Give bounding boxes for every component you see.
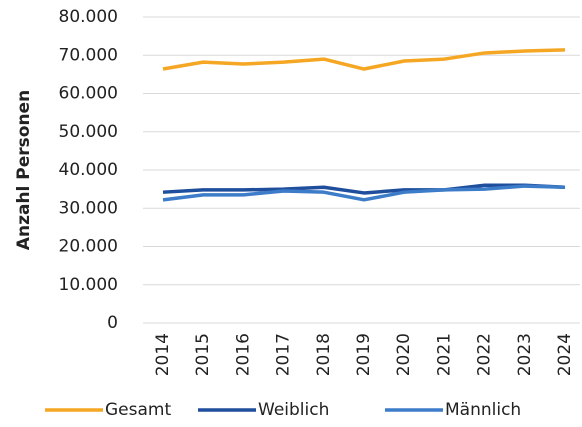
y-tick-label: 80.000 bbox=[59, 7, 118, 27]
x-tick-label: 2014 bbox=[153, 333, 173, 376]
x-tick-label: 2018 bbox=[314, 333, 334, 376]
x-tick-label: 2022 bbox=[475, 333, 495, 376]
series-line bbox=[162, 184, 566, 202]
x-tick-label: 2023 bbox=[515, 333, 535, 376]
y-tick-label: 0 bbox=[107, 313, 118, 333]
y-axis-label: Anzahl Personen bbox=[14, 90, 34, 250]
x-tick-label: 2015 bbox=[193, 333, 213, 376]
y-tick-label: 20.000 bbox=[59, 237, 118, 257]
x-tick-label: 2016 bbox=[233, 333, 253, 376]
y-tick-label: 40.000 bbox=[59, 160, 118, 180]
y-tick-label: 30.000 bbox=[59, 198, 118, 218]
legend-label: Gesamt bbox=[105, 400, 171, 420]
x-tick-label: 2017 bbox=[274, 333, 294, 376]
x-tick-label: 2024 bbox=[555, 333, 575, 376]
x-tick-label: 2019 bbox=[354, 333, 374, 376]
legend-label: Weiblich bbox=[258, 400, 329, 420]
legend-label: Männlich bbox=[445, 400, 521, 420]
y-tick-label: 10.000 bbox=[59, 275, 118, 295]
series-line bbox=[162, 48, 566, 71]
y-tick-label: 70.000 bbox=[59, 45, 118, 65]
x-tick-label: 2021 bbox=[434, 333, 454, 376]
y-tick-label: 50.000 bbox=[59, 122, 118, 142]
y-tick-label: 60.000 bbox=[59, 84, 118, 104]
series-line bbox=[162, 183, 566, 195]
x-tick-label: 2020 bbox=[394, 333, 414, 376]
